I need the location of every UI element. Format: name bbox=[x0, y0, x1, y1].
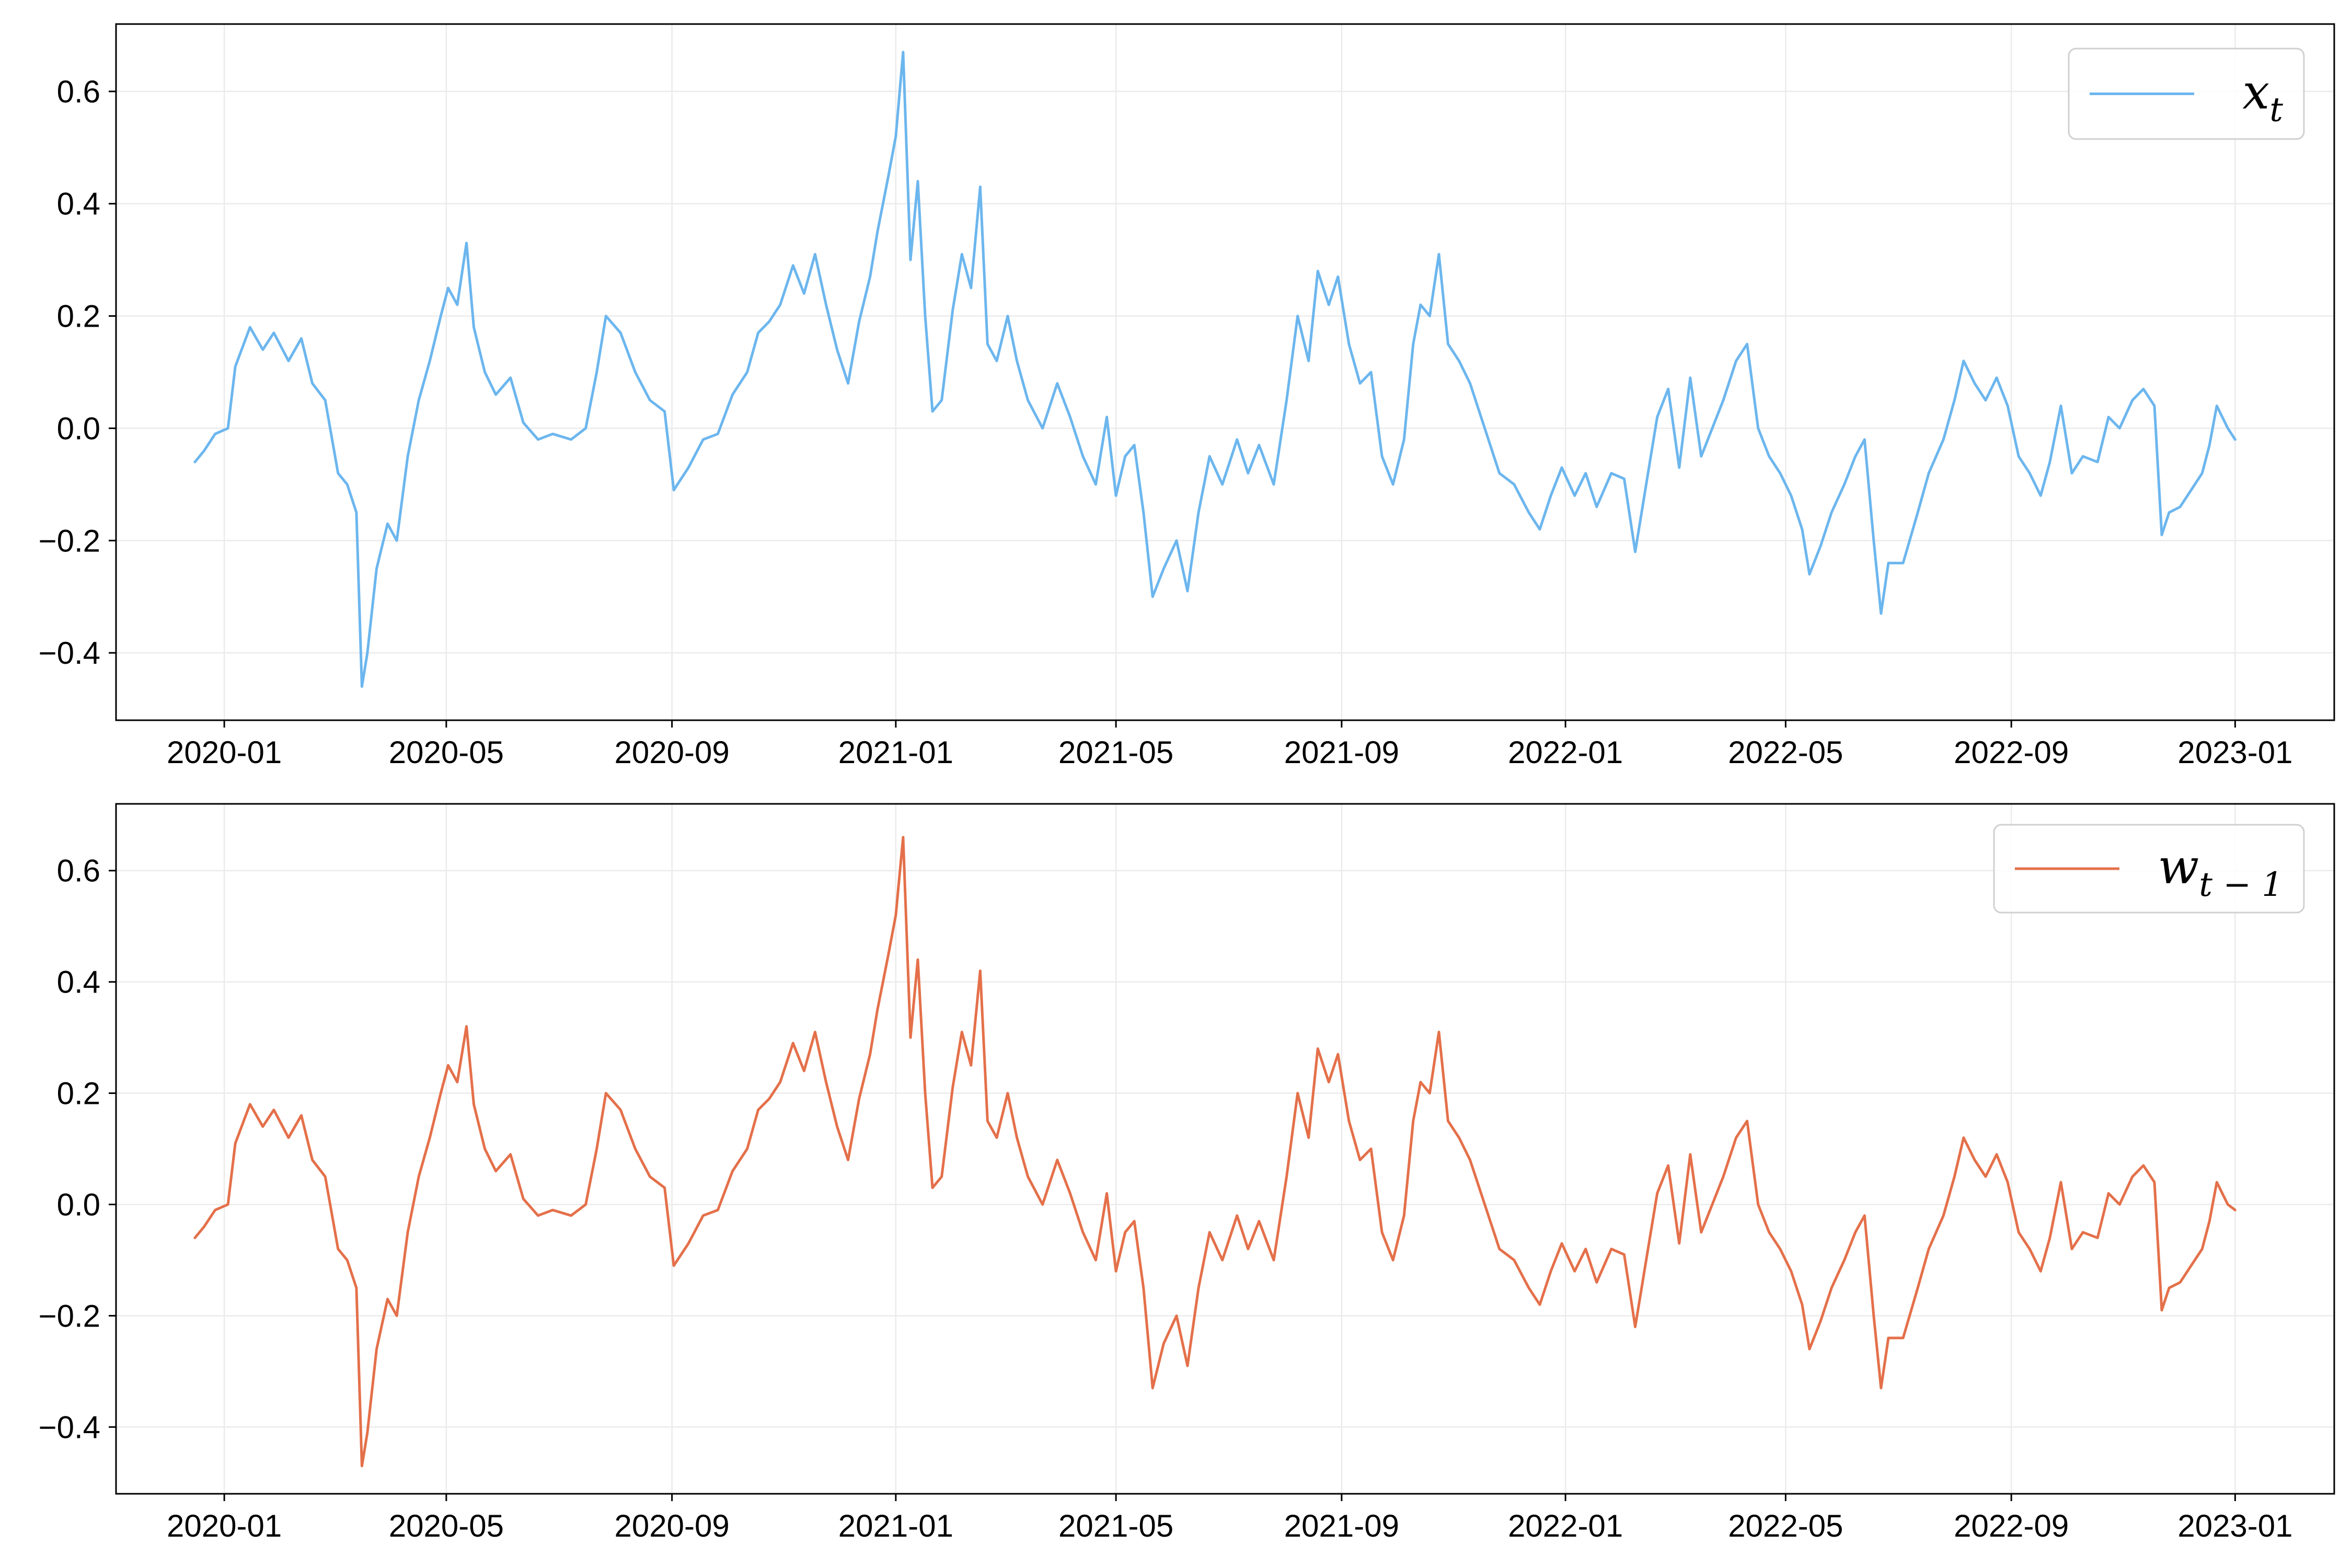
y-tick-label: −0.2 bbox=[39, 523, 100, 558]
x-tick-label: 2022-05 bbox=[1728, 1508, 1843, 1543]
top-series-line bbox=[193, 51, 2236, 688]
x-tick-label: 2023-01 bbox=[2177, 735, 2292, 770]
legend-label: xt bbox=[2242, 64, 2283, 130]
legend-label: wt − 1 bbox=[2158, 839, 2284, 904]
x-tick-label: 2021-09 bbox=[1284, 735, 1399, 770]
bottom-grid bbox=[116, 804, 2334, 1494]
y-tick-label: −0.4 bbox=[39, 1410, 100, 1445]
x-tick-label: 2021-01 bbox=[838, 1508, 953, 1543]
x-tick-label: 2020-01 bbox=[167, 1508, 282, 1543]
top-chart-panel: 2020-01 2020-05 2020-09 2021-01 2021-05 2021-… bbox=[39, 23, 2335, 770]
x-tick-label: 2021-09 bbox=[1284, 1508, 1399, 1543]
y-tick-label: 0.0 bbox=[57, 1187, 100, 1222]
x-tick-label: 2020-09 bbox=[615, 735, 730, 770]
y-tick-label: 0.2 bbox=[57, 1076, 100, 1111]
y-tick-label: −0.4 bbox=[39, 636, 100, 671]
x-tick-label: 2023-01 bbox=[2177, 1508, 2292, 1543]
top-axes-frame bbox=[115, 23, 2335, 721]
x-tick-label: 2020-05 bbox=[389, 735, 504, 770]
x-tick-label: 2022-05 bbox=[1728, 735, 1843, 770]
y-tick-label: 0.6 bbox=[57, 854, 100, 889]
y-tick-label: 0.6 bbox=[57, 74, 100, 109]
x-tick-label: 2022-01 bbox=[1508, 735, 1623, 770]
x-tick-label: 2020-01 bbox=[167, 735, 282, 770]
bottom-legend: wt − 1 bbox=[1993, 824, 2305, 914]
x-tick-label: 2021-01 bbox=[838, 735, 953, 770]
x-tick-label: 2020-05 bbox=[389, 1508, 504, 1543]
bottom-axes-frame bbox=[115, 803, 2335, 1495]
x-tick-label: 2021-05 bbox=[1058, 735, 1173, 770]
x-tick-label: 2021-05 bbox=[1058, 1508, 1173, 1543]
y-tick-label: 0.2 bbox=[57, 299, 100, 334]
x-tick-label: 2022-09 bbox=[1954, 735, 2069, 770]
y-tick-label: −0.2 bbox=[39, 1298, 100, 1333]
top-legend: xt bbox=[2068, 48, 2305, 140]
top-grid bbox=[116, 24, 2334, 720]
bottom-series-line bbox=[193, 836, 2236, 1468]
legend-box bbox=[1993, 824, 2305, 914]
x-tick-label: 2020-09 bbox=[615, 1508, 730, 1543]
y-tick-label: 0.0 bbox=[57, 411, 100, 446]
x-tick-label: 2022-01 bbox=[1508, 1508, 1623, 1543]
x-tick-label: 2022-09 bbox=[1954, 1508, 2069, 1543]
bottom-chart-panel: 2020-01 2020-05 2020-09 2021-01 2021-05 2021-… bbox=[39, 803, 2335, 1543]
y-tick-label: 0.4 bbox=[57, 965, 100, 1000]
y-tick-label: 0.4 bbox=[57, 187, 100, 222]
